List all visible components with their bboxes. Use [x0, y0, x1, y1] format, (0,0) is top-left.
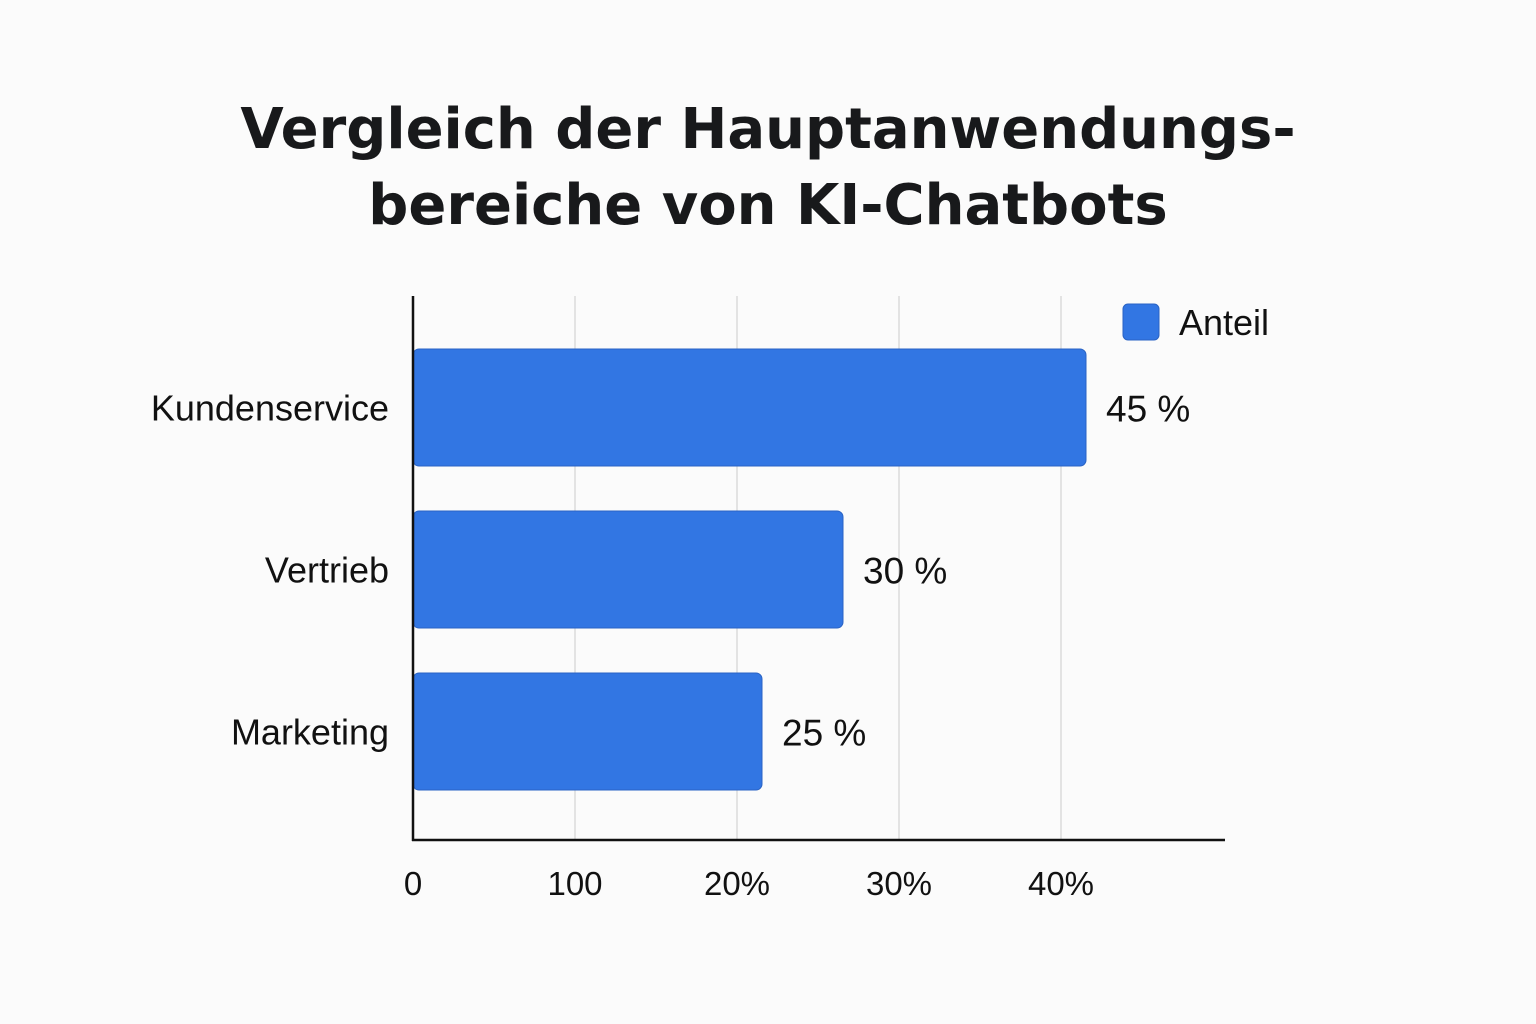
legend-label: Anteil — [1179, 302, 1269, 343]
chart-title-line-1: Vergleich der Hauptanwendungs- — [240, 97, 1296, 162]
legend: Anteil — [1122, 302, 1269, 343]
x-tick-label: 100 — [547, 865, 602, 902]
x-tick-label: 40% — [1028, 865, 1094, 902]
category-label: Marketing — [231, 712, 389, 753]
legend-swatch — [1122, 303, 1160, 341]
bar — [412, 672, 763, 791]
x-tick-label: 20% — [704, 865, 770, 902]
value-label: 45 % — [1106, 389, 1190, 430]
bar — [412, 348, 1087, 467]
category-label: Kundenservice — [151, 388, 389, 429]
value-label: 25 % — [782, 713, 866, 754]
category-label: Vertrieb — [265, 550, 389, 591]
chart-title-line-2: bereiche von KI-Chatbots — [368, 173, 1168, 238]
axes — [411, 296, 1225, 842]
x-tick-label: 0 — [404, 865, 422, 902]
labels: 0 100 20% 30% 40% Kundenservice 45 % Vertrieb 30… — [151, 388, 1191, 903]
x-tick-label: 30% — [866, 865, 932, 902]
value-label: 30 % — [863, 551, 947, 592]
bars — [412, 348, 1087, 791]
bar — [412, 510, 844, 629]
chart-title: Vergleich der Hauptanwendungs- bereiche … — [0, 92, 1536, 244]
